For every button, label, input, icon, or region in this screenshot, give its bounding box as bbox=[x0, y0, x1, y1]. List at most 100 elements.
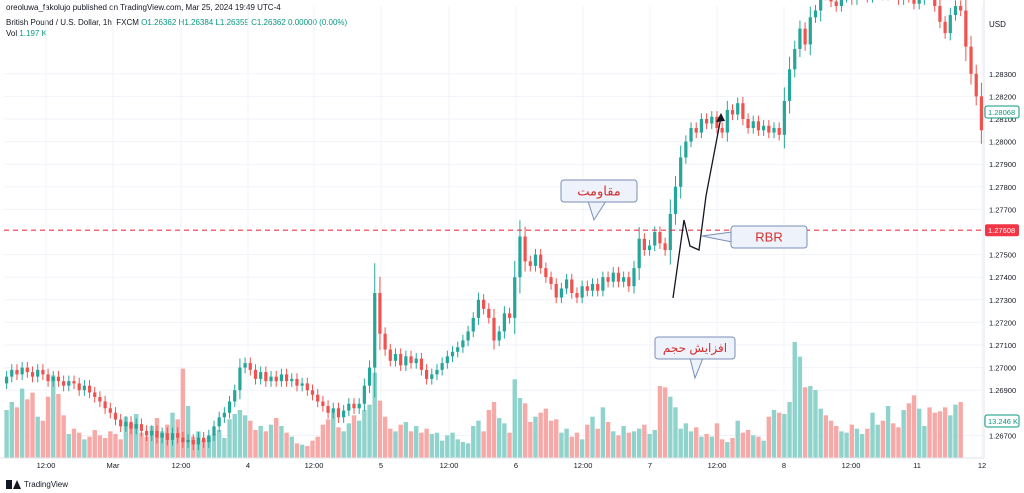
candle bbox=[596, 278, 600, 297]
candle bbox=[248, 357, 252, 376]
volume-bar bbox=[382, 416, 388, 458]
time-tick-label: 5 bbox=[379, 461, 383, 470]
volume-bar bbox=[585, 424, 590, 458]
currency-label: USD bbox=[989, 20, 1006, 29]
volume-bar bbox=[465, 443, 471, 458]
candle bbox=[139, 418, 144, 437]
volume-bar bbox=[113, 434, 118, 458]
candle bbox=[959, 0, 963, 17]
candle bbox=[606, 271, 610, 288]
volume-bar bbox=[351, 415, 357, 458]
candle bbox=[601, 271, 605, 297]
volume-bar bbox=[839, 431, 844, 458]
candle bbox=[580, 280, 584, 304]
candle bbox=[622, 271, 626, 288]
candle bbox=[77, 377, 81, 396]
time-tick-label: 12:00 bbox=[708, 461, 727, 470]
resistance-callout-text: مقاومت bbox=[577, 184, 621, 200]
candle bbox=[497, 325, 501, 347]
candle bbox=[762, 120, 766, 136]
symbol-legend[interactable]: British Pound / U.S. Dollar, 1h, FXCM O1… bbox=[6, 18, 347, 27]
grid bbox=[4, 6, 984, 458]
volume-increase-callout[interactable]: افزایش حجم bbox=[654, 336, 736, 380]
price-tick-label: 1.27900 bbox=[989, 160, 1016, 169]
price-tick-label: 1.28000 bbox=[989, 138, 1016, 147]
volume-bar bbox=[522, 403, 528, 458]
volume-bar bbox=[818, 408, 823, 458]
volume-bar bbox=[268, 424, 274, 458]
candle bbox=[856, 0, 858, 5]
candle bbox=[699, 113, 704, 139]
volume-bar bbox=[870, 412, 875, 458]
rbr-callout[interactable]: RBR bbox=[701, 225, 808, 249]
volume-bar bbox=[222, 438, 227, 458]
candle bbox=[316, 389, 320, 408]
volume-bar bbox=[554, 419, 559, 458]
volume-bar bbox=[491, 402, 497, 458]
candle bbox=[964, 0, 968, 62]
volume-bar bbox=[927, 407, 932, 458]
volume-bar bbox=[403, 422, 409, 458]
volume-legend[interactable]: Vol 1.197 K bbox=[6, 29, 47, 38]
candle bbox=[673, 175, 678, 225]
volume-bar bbox=[486, 410, 492, 458]
volume-bar bbox=[916, 408, 922, 458]
candle bbox=[310, 384, 315, 401]
volume-bar bbox=[896, 427, 901, 458]
candle bbox=[419, 352, 424, 376]
candle bbox=[82, 380, 86, 396]
volume-bar bbox=[388, 428, 393, 458]
volume-bar bbox=[315, 436, 320, 458]
volume-bar bbox=[657, 386, 663, 458]
volume-bar bbox=[616, 435, 621, 458]
volume-bar bbox=[76, 432, 82, 458]
candle bbox=[974, 64, 978, 106]
candle bbox=[150, 425, 154, 442]
volume-bar bbox=[771, 410, 777, 458]
candle bbox=[793, 40, 797, 78]
volume-bar bbox=[14, 407, 20, 458]
volume-bar bbox=[688, 431, 694, 458]
candle bbox=[67, 375, 71, 392]
candle bbox=[917, 0, 921, 10]
volume-bar bbox=[414, 426, 419, 458]
rbr-callout-text: RBR bbox=[755, 230, 782, 245]
volume-bar bbox=[564, 428, 569, 458]
volume-bar bbox=[320, 424, 326, 458]
price-tick-label: 1.27000 bbox=[989, 364, 1016, 373]
time-tick-label: 12:00 bbox=[172, 461, 191, 470]
candle bbox=[93, 386, 97, 403]
candle bbox=[829, 0, 833, 8]
volume-bar bbox=[948, 415, 953, 458]
volume-bar bbox=[548, 420, 554, 458]
price-tick-label: 1.27800 bbox=[989, 183, 1016, 192]
candle bbox=[846, 0, 848, 3]
candle bbox=[326, 400, 330, 419]
volume-bar bbox=[398, 424, 403, 458]
volume-bar bbox=[61, 415, 66, 458]
candle bbox=[803, 22, 807, 51]
candle bbox=[751, 115, 755, 134]
candle bbox=[782, 87, 786, 149]
candle bbox=[212, 420, 216, 442]
tradingview-footer[interactable]: TradingView bbox=[6, 480, 68, 489]
time-tick-label: 12:00 bbox=[842, 461, 861, 470]
candle bbox=[897, 0, 899, 5]
candle bbox=[819, 0, 823, 22]
ohlc-close: C1.26362 bbox=[251, 18, 286, 27]
candle bbox=[367, 360, 372, 393]
resistance-callout[interactable]: مقاومت bbox=[560, 179, 638, 222]
candle bbox=[108, 402, 112, 419]
volume-bar bbox=[538, 412, 543, 458]
candle bbox=[196, 432, 201, 451]
volume-bar bbox=[496, 418, 502, 458]
candle bbox=[393, 348, 398, 367]
volume-bar bbox=[232, 414, 237, 458]
time-tick-label: 4 bbox=[246, 461, 250, 470]
volume-bar bbox=[377, 400, 383, 458]
candle bbox=[715, 111, 719, 134]
volume-bar bbox=[642, 424, 647, 458]
resistance-price-label: 1.27608 bbox=[988, 226, 1015, 235]
volume-bar bbox=[429, 434, 434, 458]
